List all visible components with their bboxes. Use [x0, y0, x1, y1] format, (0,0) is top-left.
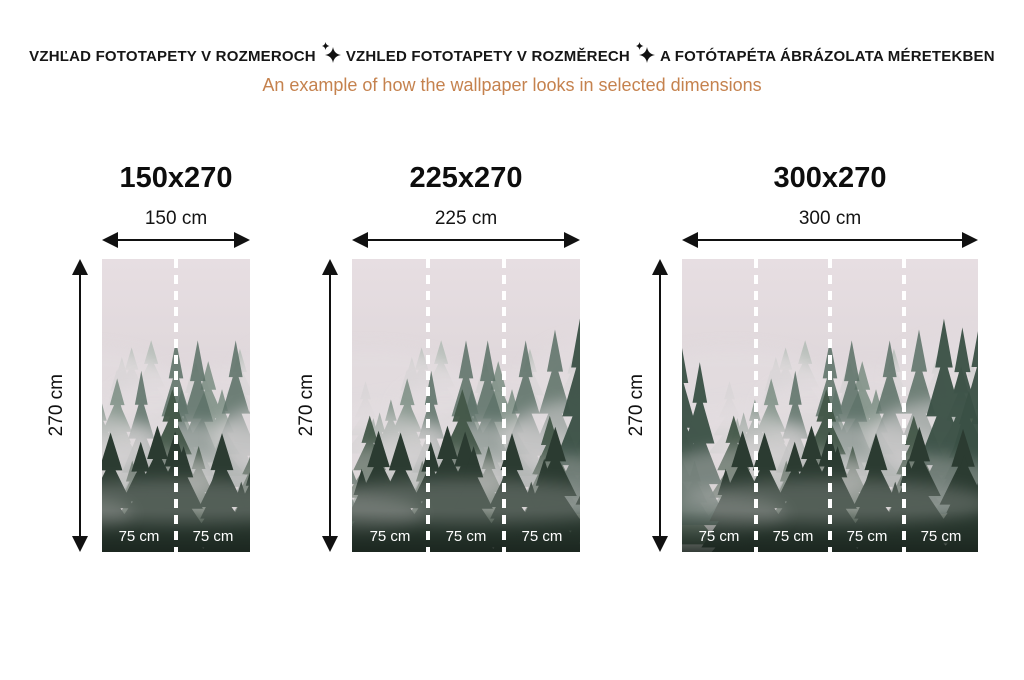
- sparkle-icon: [321, 42, 341, 63]
- panel-width-label: 75 cm: [772, 528, 814, 545]
- arrow-up-head: [651, 259, 668, 275]
- arrow-down-head: [71, 536, 88, 552]
- height-label: 270 cm: [296, 374, 317, 437]
- panel-divider: [754, 259, 758, 552]
- page-title: VZHĽAD FOTOTAPETY V ROZMEROCH VZHLED FOT…: [0, 42, 1024, 67]
- panel-width-label: 75 cm: [445, 528, 487, 545]
- arrow-right-head: [564, 232, 580, 248]
- arrow-right-head: [962, 232, 978, 248]
- arrow-right-head: [234, 232, 250, 248]
- wallpaper-preview: 75 cm 75 cm 75 cm 75 cm: [682, 259, 978, 552]
- width-arrow: [352, 232, 580, 248]
- dimension-title: 300x270: [773, 162, 887, 194]
- width-label: 300 cm: [798, 208, 862, 229]
- panel-width-label: 75 cm: [846, 528, 888, 545]
- arrow-left-head: [102, 232, 118, 248]
- arrow-down-head: [321, 536, 338, 552]
- figure-150x270: 270 cm 150x270 150 cm 75 cm 75 cm: [46, 162, 250, 552]
- wallpaper-preview: 75 cm 75 cm 75 cm: [352, 259, 580, 552]
- panel-width-label: 75 cm: [369, 528, 411, 545]
- panel-divider: [425, 259, 430, 552]
- arrow-shaft: [328, 275, 331, 536]
- width-arrow: [682, 232, 978, 248]
- sparkle-icon: [635, 42, 655, 63]
- width-arrow: [102, 232, 250, 248]
- dimension-title: 150x270: [119, 162, 233, 194]
- arrow-down-head: [651, 536, 668, 552]
- panel-width-label: 75 cm: [698, 528, 740, 545]
- dimension-figures-row: 270 cm 150x270 150 cm 75 cm 75 cm: [0, 162, 1024, 552]
- arrow-up-head: [321, 259, 338, 275]
- title-segment-sk: VZHĽAD FOTOTAPETY V ROZMEROCH: [29, 48, 316, 65]
- title-segment-hu: A FOTÓTAPÉTA ÁBRÁZOLATA MÉRETEKBEN: [659, 48, 995, 65]
- page-header: VZHĽAD FOTOTAPETY V ROZMEROCH VZHLED FOT…: [0, 0, 1024, 96]
- panel-width-label: 75 cm: [118, 528, 160, 545]
- height-label: 270 cm: [626, 374, 647, 437]
- panel-divider: [902, 259, 906, 552]
- figure-225x270: 270 cm 225x270 225 cm 75 cm 75 cm 75 c: [296, 162, 580, 552]
- height-arrow: [321, 259, 338, 552]
- panel-divider: [174, 259, 178, 552]
- dimension-title: 225x270: [409, 162, 523, 194]
- panel-width-label: 75 cm: [521, 528, 563, 545]
- height-measure: 270 cm: [46, 259, 88, 552]
- title-segment-cz: VZHLED FOTOTAPETY V ROZMĚRECH: [345, 48, 630, 65]
- width-label: 150 cm: [144, 208, 208, 229]
- forest-photo: [352, 259, 580, 552]
- arrow-shaft: [658, 275, 661, 536]
- height-arrow: [651, 259, 668, 552]
- wallpaper-preview: 75 cm 75 cm: [102, 259, 250, 552]
- arrow-shaft: [698, 239, 962, 241]
- panel-width-label: 75 cm: [920, 528, 962, 545]
- arrow-up-head: [71, 259, 88, 275]
- arrow-shaft: [118, 239, 234, 241]
- height-measure: 270 cm: [296, 259, 338, 552]
- height-measure: 270 cm: [626, 259, 668, 552]
- panel-width-label: 75 cm: [192, 528, 234, 545]
- panel-divider: [502, 259, 506, 552]
- page-subtitle: An example of how the wallpaper looks in…: [262, 75, 762, 95]
- arrow-shaft: [368, 239, 564, 241]
- panel-divider: [828, 259, 832, 552]
- arrow-left-head: [352, 232, 368, 248]
- arrow-shaft: [78, 275, 81, 536]
- figure-300x270: 270 cm 300x270 300 cm 75 cm 75 cm: [626, 162, 978, 552]
- arrow-left-head: [682, 232, 698, 248]
- width-label: 225 cm: [434, 208, 498, 229]
- height-arrow: [71, 259, 88, 552]
- height-label: 270 cm: [46, 374, 67, 437]
